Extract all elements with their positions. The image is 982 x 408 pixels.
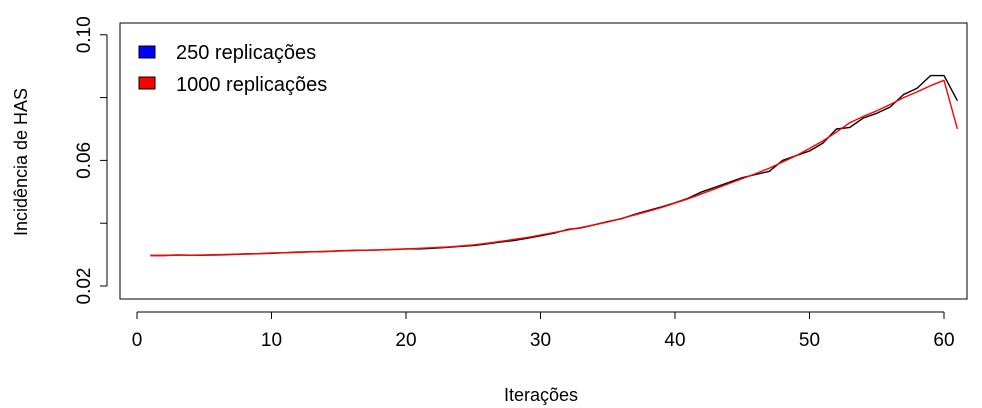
x-tick-label: 30 (530, 330, 551, 351)
y-tick-label: 0.06 (74, 142, 95, 179)
legend-label-250: 250 replicações (176, 42, 316, 64)
x-axis-title: Iterações (504, 385, 578, 405)
series-layer (150, 74, 959, 257)
series-line-250 (150, 74, 959, 257)
x-tick-label: 40 (664, 330, 685, 351)
x-tick-label: 10 (261, 330, 282, 351)
legend-swatch-250 (138, 45, 156, 59)
y-axis: 0.02 0.06 0.10 (74, 16, 108, 305)
x-tick-label: 60 (933, 330, 954, 351)
x-tick-label: 20 (395, 330, 416, 351)
plot-frame (119, 22, 968, 300)
y-tick-label: 0.02 (74, 268, 95, 305)
y-tick-label: 0.10 (74, 16, 95, 53)
legend-swatch-1000 (138, 76, 156, 90)
legend-label-1000: 1000 replicações (176, 74, 327, 96)
x-axis: 0 10 20 30 40 50 60 (132, 311, 955, 351)
x-tick-label: 50 (799, 330, 820, 351)
y-axis-title: Incidência de HAS (11, 88, 31, 236)
series-line-1000 (150, 79, 959, 257)
x-tick-label: 0 (132, 330, 143, 351)
legend: 250 replicações 1000 replicações (138, 42, 327, 96)
